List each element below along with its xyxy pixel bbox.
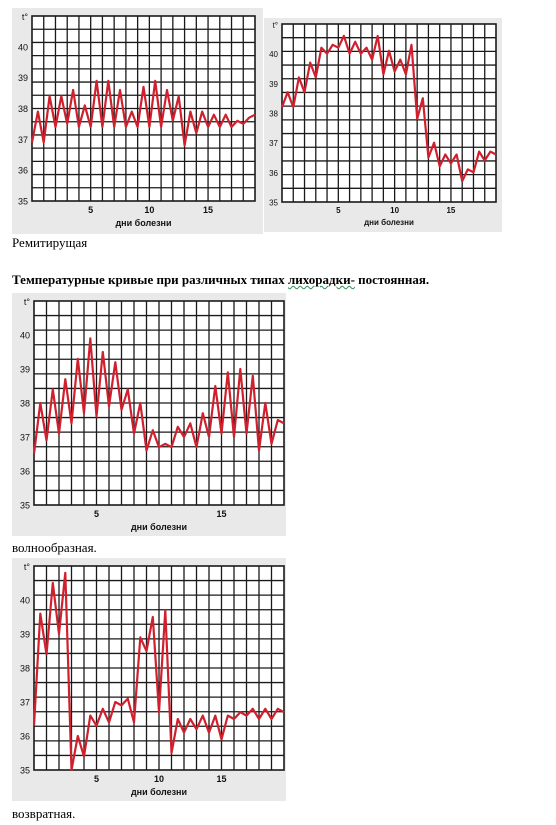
x-tick-label: 10	[154, 774, 164, 784]
y-tick-label: 40	[269, 50, 278, 59]
x-axis-label: дни болезни	[131, 787, 187, 797]
y-tick-label: 38	[20, 664, 30, 674]
y-tick-label: 35	[20, 501, 30, 511]
y-tick-label: 37	[20, 433, 30, 443]
y-axis-symbol: t°	[273, 21, 278, 30]
y-tick-label: 36	[269, 169, 278, 178]
x-tick-label: 10	[144, 205, 154, 215]
y-tick-label: 38	[18, 104, 28, 114]
heading-spellcheck-word: лихорадки-	[288, 272, 355, 287]
x-axis-label: дни болезни	[131, 522, 187, 532]
y-axis-symbol: t°	[24, 297, 31, 307]
temperature-curve	[32, 571, 285, 772]
x-tick-label: 15	[446, 206, 455, 215]
temperature-curve	[32, 337, 285, 455]
relapsing-chart: 35 36 37 38 39 40 t° 5 10 15 дни болезни	[12, 558, 286, 801]
x-tick-label: 5	[94, 774, 99, 784]
y-tick-label: 37	[18, 135, 28, 145]
x-tick-label: 15	[216, 774, 226, 784]
caption-relapsing: возвратная.	[12, 806, 76, 821]
remittent-chart: 35 36 37 38 39 40 t° 5 10 15 дни болезни	[12, 8, 263, 234]
undulant-chart-svg: 35 36 37 38 39 40 t° 5 15 дни болезни	[20, 297, 285, 532]
y-tick-label: 36	[20, 467, 30, 477]
x-tick-label: 15	[203, 205, 213, 215]
heading-before: Температурные кривые при различных типах	[12, 272, 288, 287]
x-tick-label: 5	[336, 206, 341, 215]
constant-chart-svg: 35 36 37 38 39 40 t° 5 10 15 дни болезни	[269, 21, 497, 227]
y-tick-label: 39	[20, 630, 30, 640]
y-tick-label: 39	[269, 80, 278, 89]
y-tick-label: 36	[20, 732, 30, 742]
x-axis-label: дни болезни	[364, 218, 414, 227]
constant-chart: 35 36 37 38 39 40 t° 5 10 15 дни болезни	[264, 18, 502, 232]
plot-border	[33, 300, 285, 506]
undulant-chart: 35 36 37 38 39 40 t° 5 15 дни болезни	[12, 293, 286, 536]
y-tick-label: 40	[20, 596, 30, 606]
x-tick-label: 10	[390, 206, 399, 215]
caption-undulant: волнообразная.	[12, 540, 97, 555]
y-tick-label: 37	[20, 698, 30, 708]
page-heading: Температурные кривые при различных типах…	[12, 272, 429, 288]
x-tick-label: 5	[94, 509, 99, 519]
remittent-chart-svg: 35 36 37 38 39 40 t° 5 10 15 дни болезни	[18, 12, 256, 228]
y-tick-label: 35	[18, 197, 28, 207]
plot-border	[281, 23, 497, 203]
relapsing-chart-svg: 35 36 37 38 39 40 t° 5 10 15 дни болезни	[20, 562, 285, 797]
y-tick-label: 40	[20, 331, 30, 341]
x-tick-label: 5	[88, 205, 93, 215]
y-tick-label: 37	[269, 139, 278, 148]
y-tick-label: 40	[18, 42, 28, 52]
y-axis-symbol: t°	[24, 562, 31, 572]
x-tick-label: 15	[216, 509, 226, 519]
y-tick-label: 39	[20, 365, 30, 375]
y-tick-label: 35	[269, 199, 278, 208]
y-axis-symbol: t°	[22, 12, 29, 22]
temperature-curve	[280, 34, 497, 183]
y-tick-label: 38	[20, 399, 30, 409]
heading-after: постоянная.	[354, 272, 430, 287]
y-tick-label: 35	[20, 766, 30, 776]
y-tick-label: 39	[18, 73, 28, 83]
y-tick-label: 36	[18, 166, 28, 176]
plot-border	[31, 15, 256, 202]
x-axis-label: дни болезни	[115, 218, 171, 228]
temperature-curve	[30, 79, 256, 147]
plot-border	[33, 565, 285, 771]
y-tick-label: 38	[269, 110, 278, 119]
caption-remittent: Ремитирущая	[12, 235, 88, 250]
